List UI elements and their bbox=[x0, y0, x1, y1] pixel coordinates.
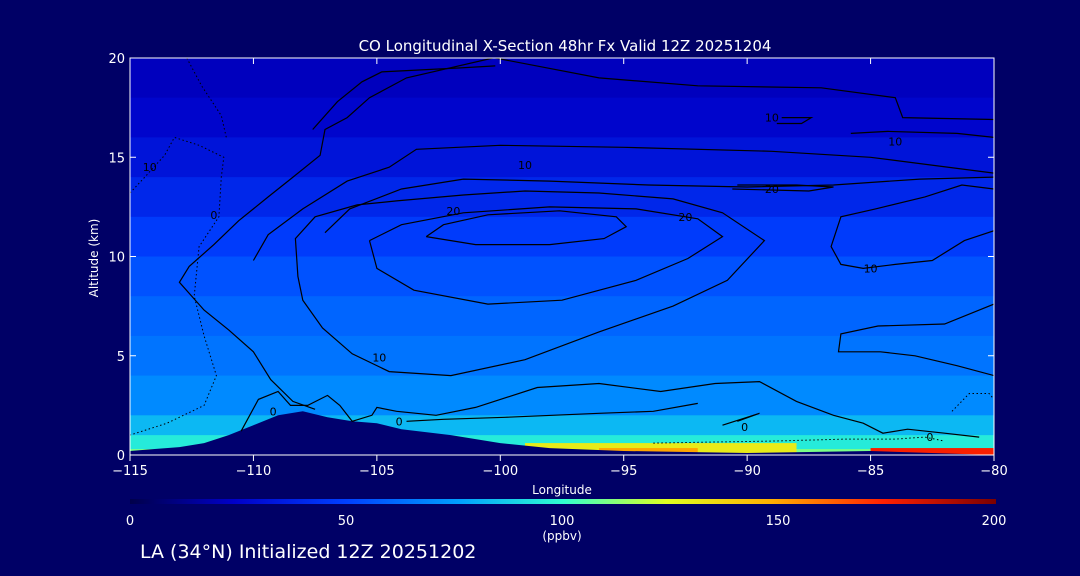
y-axis-label: Altitude (km) bbox=[87, 219, 101, 298]
terrain-mask bbox=[130, 411, 994, 455]
contour-line bbox=[722, 412, 760, 426]
contour-label: 10 bbox=[143, 161, 157, 174]
y-tick-label: 20 bbox=[108, 52, 125, 67]
contour-line-dotted bbox=[653, 436, 945, 444]
contour-lines bbox=[130, 58, 994, 444]
contour-line bbox=[776, 116, 814, 125]
contour-label: 0 bbox=[741, 421, 748, 434]
contour-label: 20 bbox=[446, 205, 460, 218]
co-band bbox=[130, 335, 994, 377]
colorbar-tick-label: 100 bbox=[550, 514, 575, 529]
initialization-caption: LA (34°N) Initialized 12Z 20251202 bbox=[140, 541, 477, 563]
contour-line bbox=[368, 206, 724, 305]
y-tick-label: 5 bbox=[117, 350, 125, 365]
x-tick-label: −115 bbox=[112, 464, 148, 479]
contour-label: 0 bbox=[926, 431, 933, 444]
contour-line bbox=[837, 303, 994, 377]
x-axis-label: Longitude bbox=[532, 483, 592, 497]
y-tick-label: 0 bbox=[117, 449, 125, 464]
y-tick-label: 10 bbox=[108, 251, 125, 266]
contour-line-dotted bbox=[186, 58, 227, 138]
x-tick-label: −95 bbox=[610, 464, 637, 479]
x-tick-label: −80 bbox=[980, 464, 1007, 479]
contour-label: 0 bbox=[270, 405, 277, 418]
contour-line bbox=[240, 380, 980, 438]
y-axis: 0 5 10 15 20 bbox=[108, 52, 994, 464]
contour-line-dotted bbox=[130, 136, 225, 436]
contour-line bbox=[178, 58, 494, 410]
contour-label: 0 bbox=[396, 415, 403, 428]
plot-area: 10 0 10 20 20 20 10 10 10 10 0 0 0 0 bbox=[130, 58, 994, 455]
contour-label: 10 bbox=[888, 135, 902, 148]
colorbar-tick-label: 150 bbox=[766, 514, 791, 529]
contour-line bbox=[324, 176, 994, 234]
colorbar-ticks: 0 50 100 150 200 bbox=[126, 514, 1007, 529]
co-band bbox=[130, 296, 994, 337]
co-band bbox=[130, 216, 994, 258]
colorbar: 0 50 100 150 200 (ppbv) bbox=[126, 499, 1007, 543]
co-band bbox=[130, 58, 994, 99]
colorbar-gradient bbox=[130, 499, 996, 504]
colorbar-unit-label: (ppbv) bbox=[542, 529, 581, 543]
contour-line bbox=[830, 184, 994, 270]
co-band bbox=[130, 137, 994, 179]
contour-line bbox=[425, 210, 628, 246]
x-tick-label: −110 bbox=[236, 464, 272, 479]
x-tick-label: −100 bbox=[482, 464, 518, 479]
contour-line bbox=[495, 58, 994, 121]
contour-line bbox=[312, 65, 496, 130]
contour-label: 10 bbox=[372, 352, 386, 365]
x-axis: −115 −110 −105 −100 −95 −90 −85 −80 bbox=[112, 58, 1008, 479]
contour-label: 10 bbox=[518, 159, 532, 172]
y-tick-label: 15 bbox=[108, 151, 125, 166]
contour-line bbox=[252, 144, 994, 261]
contour-line-dotted bbox=[951, 393, 994, 412]
contour-line bbox=[406, 402, 698, 422]
x-tick-label: −105 bbox=[359, 464, 395, 479]
colorbar-tick-label: 200 bbox=[982, 514, 1007, 529]
contour-label: 10 bbox=[864, 262, 878, 275]
contour-label: 20 bbox=[678, 211, 692, 224]
colorbar-tick-label: 0 bbox=[126, 514, 134, 529]
co-band bbox=[130, 256, 994, 298]
co-band bbox=[130, 97, 994, 139]
co-band bbox=[130, 375, 994, 417]
contour-label: 0 bbox=[210, 209, 217, 222]
contour-label: 10 bbox=[765, 112, 779, 125]
colorbar-tick-label: 50 bbox=[338, 514, 355, 529]
x-tick-label: −90 bbox=[733, 464, 760, 479]
contour-line bbox=[294, 190, 766, 377]
x-tick-label: −85 bbox=[857, 464, 884, 479]
contour-line bbox=[732, 184, 834, 192]
co-hotspot bbox=[870, 448, 994, 455]
contour-label: 20 bbox=[765, 183, 779, 196]
chart-title: CO Longitudinal X-Section 48hr Fx Valid … bbox=[359, 37, 772, 55]
co-shading-bands bbox=[130, 58, 994, 455]
contour-labels: 10 0 10 20 20 20 10 10 10 10 0 0 0 0 bbox=[143, 112, 934, 445]
contour-line bbox=[850, 130, 994, 138]
